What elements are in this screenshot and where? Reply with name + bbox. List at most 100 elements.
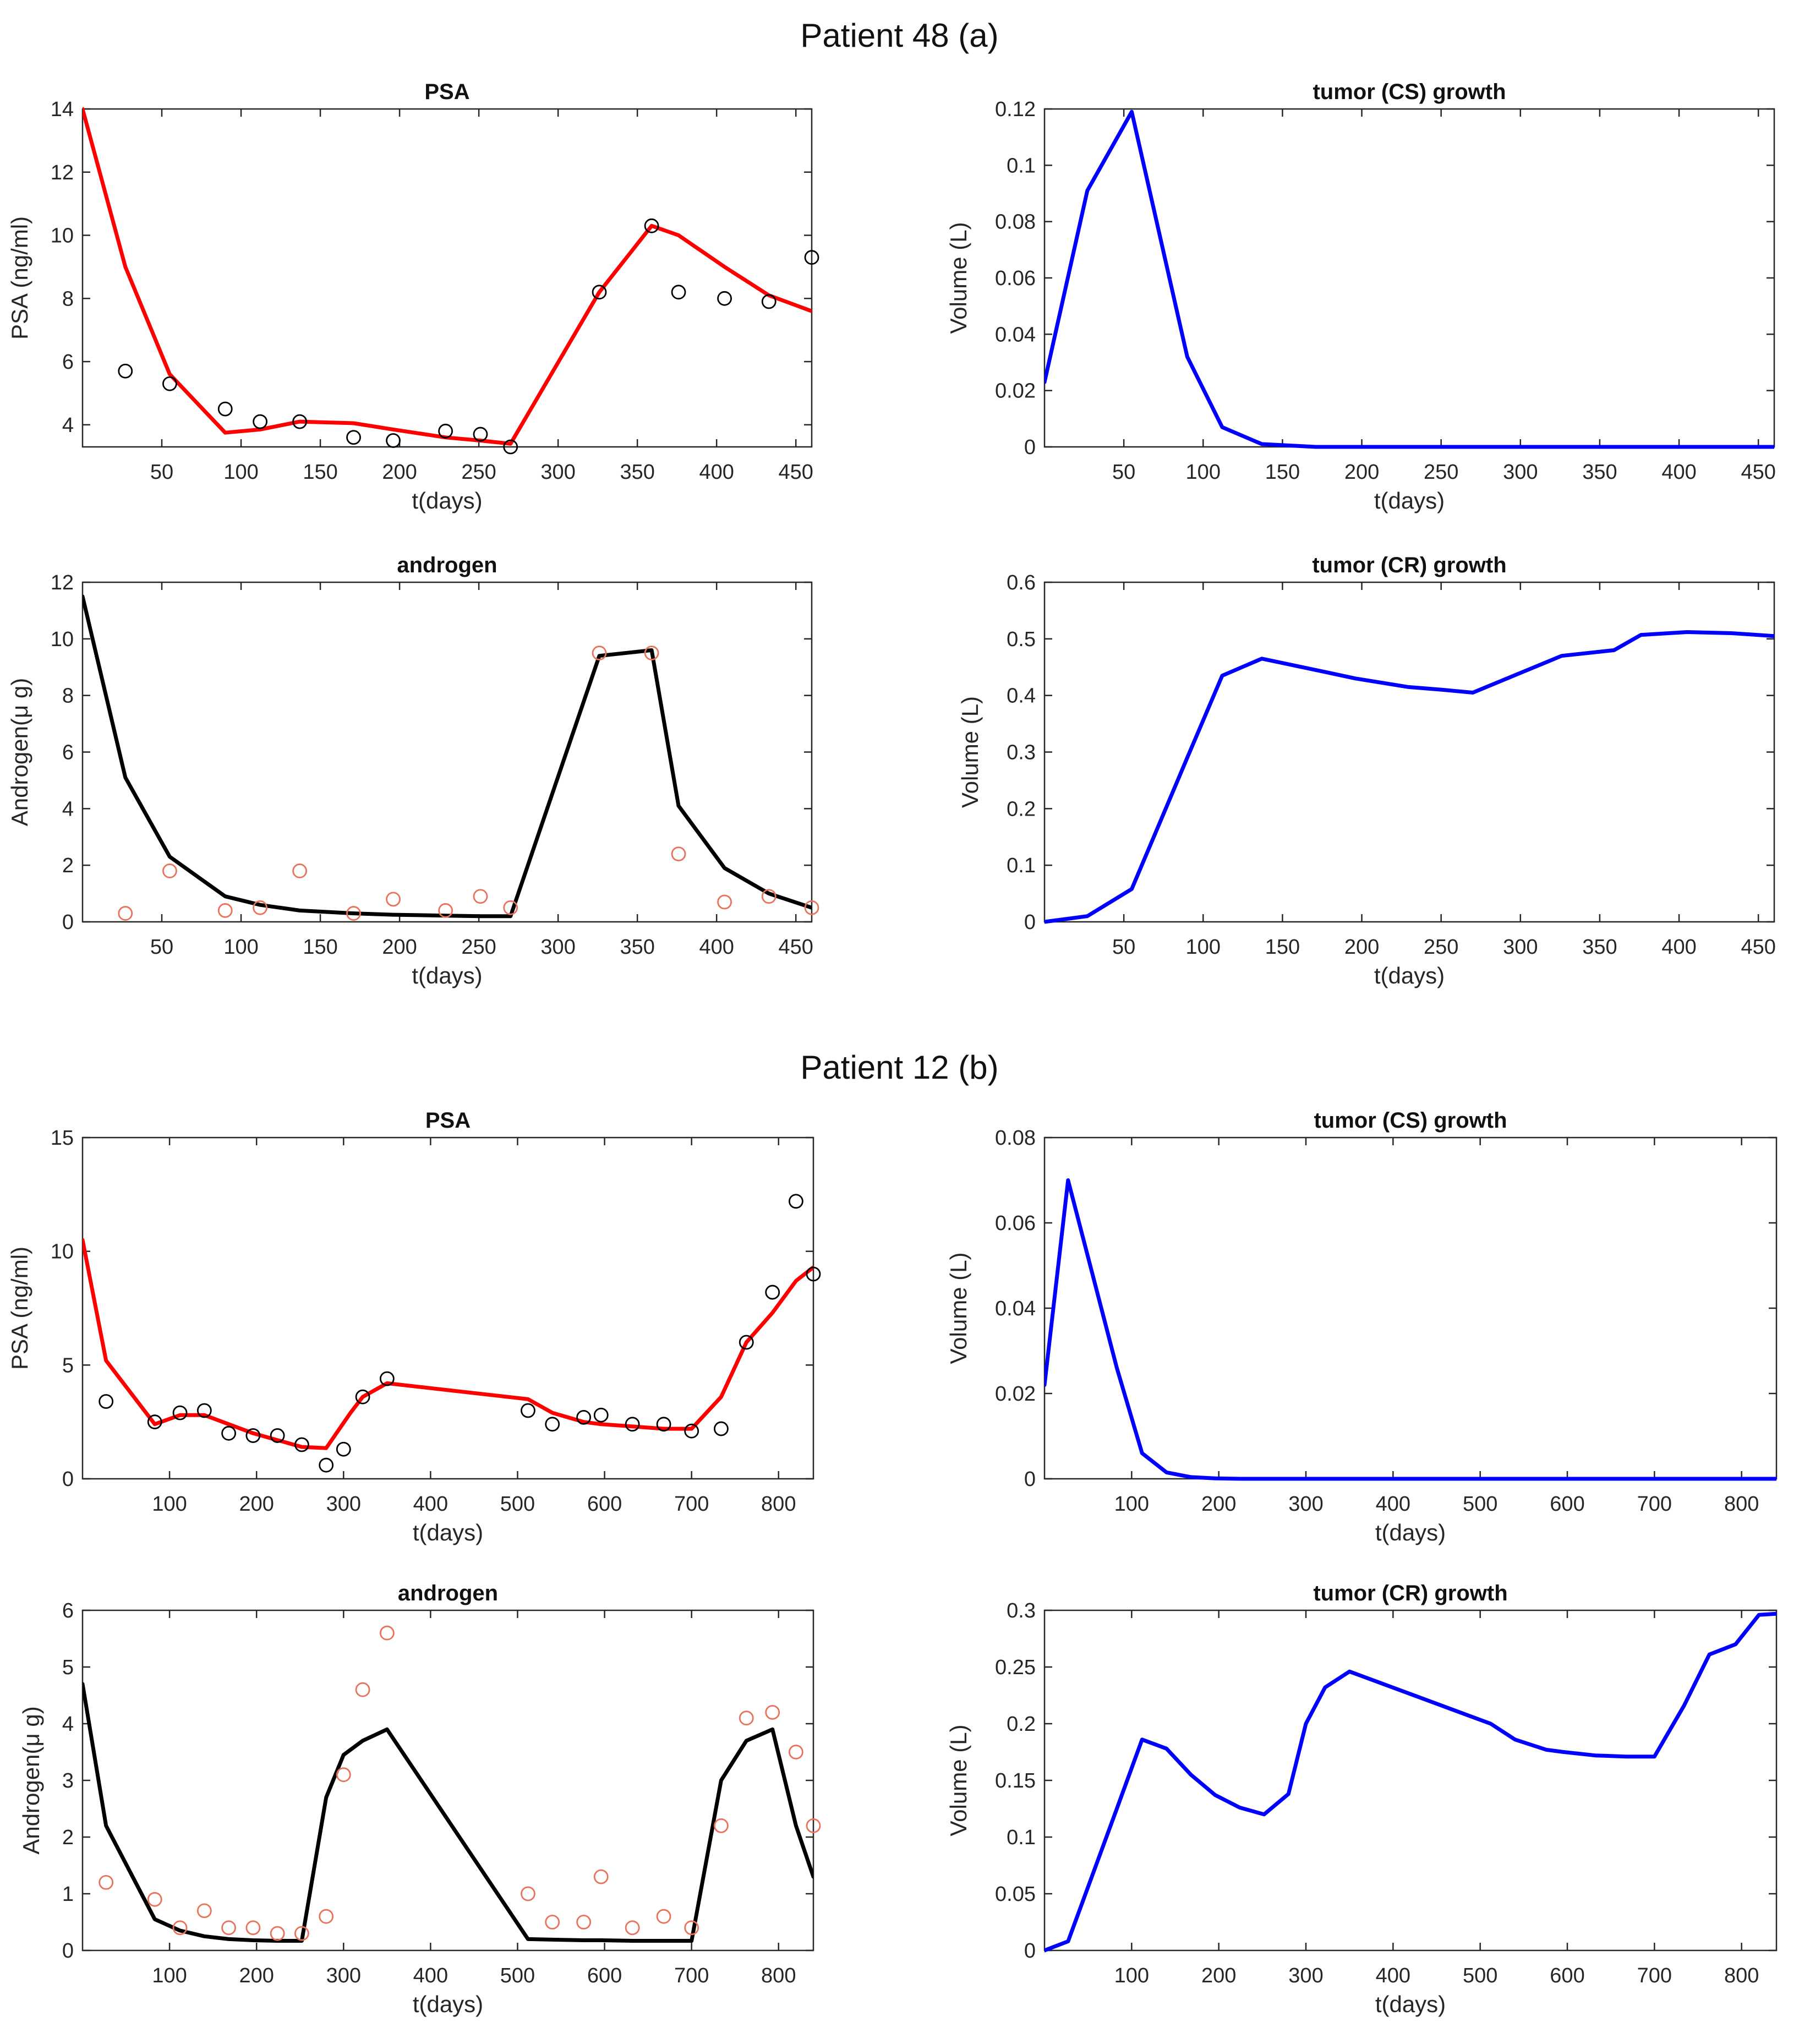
p48-cs-xtick-label: 200 — [1344, 461, 1379, 484]
p48-psa-ylabel: PSA (ng/ml) — [7, 216, 32, 340]
p12-andro-data-point — [739, 1710, 754, 1726]
p48-cr-chart: 50 100 150 200 250 300 350 400 450 0 0.1 0.2 0.3 0.4 0… — [957, 553, 1776, 988]
p12-psa-ytick-label: 10 — [51, 1240, 74, 1264]
p48-andro-data-point — [253, 900, 268, 915]
p48-cs-model-line — [1045, 110, 1774, 449]
p12-andro-xtick-label: 200 — [239, 1964, 274, 1987]
p48-cs-xtick-label: 350 — [1582, 461, 1617, 484]
p48-andro-ytick-label: 12 — [51, 571, 74, 594]
p12-andro-data-point — [806, 1818, 821, 1833]
p12-andro-data-point — [355, 1682, 370, 1697]
p48-cr-xtick-label: 350 — [1582, 936, 1617, 959]
p48-cr-ylabel: Volume (L) — [957, 696, 983, 808]
p12-andro-ytick-label: 2 — [62, 1826, 74, 1849]
p12-psa-xtick-label: 300 — [326, 1493, 361, 1516]
p48-psa-xtick-label: 250 — [461, 461, 496, 484]
p48-andro-data-point — [473, 889, 488, 904]
p12-andro-data-point — [765, 1704, 780, 1720]
p12-andro-xtick-label: 400 — [413, 1964, 448, 1987]
p48-psa-data-point — [671, 285, 686, 300]
p12-andro-data-point — [336, 1767, 351, 1783]
p12-psa-data-point — [625, 1417, 640, 1432]
p12-cr-xtick-label: 700 — [1637, 1964, 1672, 1987]
p12-andro-xtick-label: 800 — [761, 1964, 796, 1987]
p12-psa-data-point — [221, 1425, 237, 1441]
p12-psa-data-point — [319, 1457, 334, 1473]
p48-cs-plot-frame — [1043, 108, 1775, 448]
p48-andro-xtick-label: 300 — [540, 936, 575, 959]
p48-psa-plot-frame — [81, 108, 813, 448]
p48-andro-model-line — [83, 594, 812, 919]
p12-cs-xtick-label: 600 — [1550, 1493, 1584, 1516]
p12-psa-ytick-label: 5 — [62, 1354, 74, 1377]
p12-cr-chart: 100 200 300 400 500 600 700 800 0 0.05 0.1 0.15 0.2 0… — [945, 1581, 1778, 2017]
p12-cr-xtick-label: 500 — [1463, 1964, 1497, 1987]
p48-andro-xlabel: t(days) — [412, 963, 482, 988]
p12-psa-chart: 100 200 300 400 500 600 700 800 0 5 10 15 PSA t(days)… — [7, 1108, 821, 1545]
p48-andro-data-point — [346, 906, 361, 921]
p12-cr-xtick-label: 100 — [1114, 1964, 1149, 1987]
p12-psa-xtick-label: 600 — [587, 1493, 622, 1516]
p48-cr-ytick-label: 0 — [1024, 911, 1036, 934]
p12-cr-ytick-label: 0.1 — [1007, 1826, 1036, 1849]
p48-psa-title: PSA — [424, 80, 469, 104]
p48-cs-ytick-label: 0.02 — [995, 380, 1036, 403]
p48-psa-data-point — [761, 294, 777, 309]
p48-psa-xtick-label: 150 — [303, 461, 337, 484]
p12-psa-data-point — [739, 1335, 754, 1350]
p12-cs-xtick-label: 300 — [1288, 1493, 1323, 1516]
p12-psa-plot-frame — [81, 1136, 814, 1480]
p12-psa-xtick-label: 500 — [500, 1493, 535, 1516]
p48-andro-xtick-label: 50 — [150, 936, 173, 959]
p48-psa-xtick-label: 100 — [223, 461, 258, 484]
p48-psa-data-point — [118, 363, 133, 379]
p12-psa-ytick-label: 0 — [62, 1468, 74, 1491]
p48-andro-data-point — [162, 863, 177, 878]
p12-cr-ytick-label: 0.2 — [1007, 1713, 1036, 1736]
p48-cs-ytick-label: 0.06 — [995, 267, 1036, 290]
p12-psa-data-point — [714, 1421, 729, 1436]
p48-cr-xtick-label: 250 — [1424, 936, 1458, 959]
p12-cs-xtick-label: 100 — [1114, 1493, 1149, 1516]
p12-psa-xtick-label: 100 — [152, 1493, 187, 1516]
p48-cr-ytick-label: 0.4 — [1007, 685, 1036, 708]
p48-andro-data-point — [217, 903, 233, 918]
p12-andro-ytick-label: 1 — [62, 1883, 74, 1906]
p48-psa-ytick-label: 8 — [62, 287, 74, 310]
p12-psa-data-point — [379, 1371, 395, 1386]
p48-andro-chart: 50 100 150 200 250 300 350 400 450 0 2 4 6 8 10 12 andro… — [7, 553, 819, 988]
p48-andro-ytick-label: 2 — [62, 854, 74, 877]
p12-andro-data-point — [270, 1926, 285, 1941]
p12-cr-xtick-label: 800 — [1724, 1964, 1759, 1987]
p48-andro-ytick-label: 6 — [62, 741, 74, 764]
p48-cs-xtick-label: 450 — [1741, 461, 1775, 484]
p48-cs-xtick-label: 150 — [1265, 461, 1300, 484]
p48-andro-data-point — [804, 900, 819, 915]
p12-andro-xtick-label: 300 — [326, 1964, 361, 1987]
p12-andro-data-point — [294, 1926, 309, 1941]
p12-cr-title: tumor (CR) growth — [1313, 1581, 1507, 1605]
p48-andro-xtick-label: 400 — [699, 936, 734, 959]
p12-cr-ytick-label: 0.15 — [995, 1769, 1036, 1792]
p12-andro-ylabel: Androgen(μ g) — [18, 1706, 44, 1854]
p12-andro-data-point — [172, 1920, 188, 1936]
p48-cs-ytick-label: 0.1 — [1007, 154, 1036, 177]
p12-andro-data-point — [379, 1625, 395, 1641]
p48-psa-ytick-label: 6 — [62, 351, 74, 374]
p48-psa-xtick-label: 300 — [540, 461, 575, 484]
p48-psa-xtick-label: 50 — [150, 461, 173, 484]
p12-psa-data-point — [788, 1194, 803, 1209]
p12-andro-data-point — [319, 1909, 334, 1924]
p48-psa-data-point — [253, 414, 268, 429]
p48-andro-data-point — [761, 889, 777, 904]
p12-andro-data-point — [576, 1915, 592, 1930]
p12-cs-xlabel: t(days) — [1375, 1520, 1446, 1545]
p48-cs-ytick-label: 0.12 — [995, 98, 1036, 121]
p48-andro-xtick-label: 200 — [382, 936, 417, 959]
p48-psa-data-point — [292, 414, 308, 429]
p12-andro-xtick-label: 100 — [152, 1964, 187, 1987]
p48-cr-xtick-label: 400 — [1661, 936, 1696, 959]
p12-andro-data-point — [714, 1818, 729, 1833]
p48-andro-ytick-label: 4 — [62, 797, 74, 821]
p12-cs-xtick-label: 400 — [1376, 1493, 1410, 1516]
